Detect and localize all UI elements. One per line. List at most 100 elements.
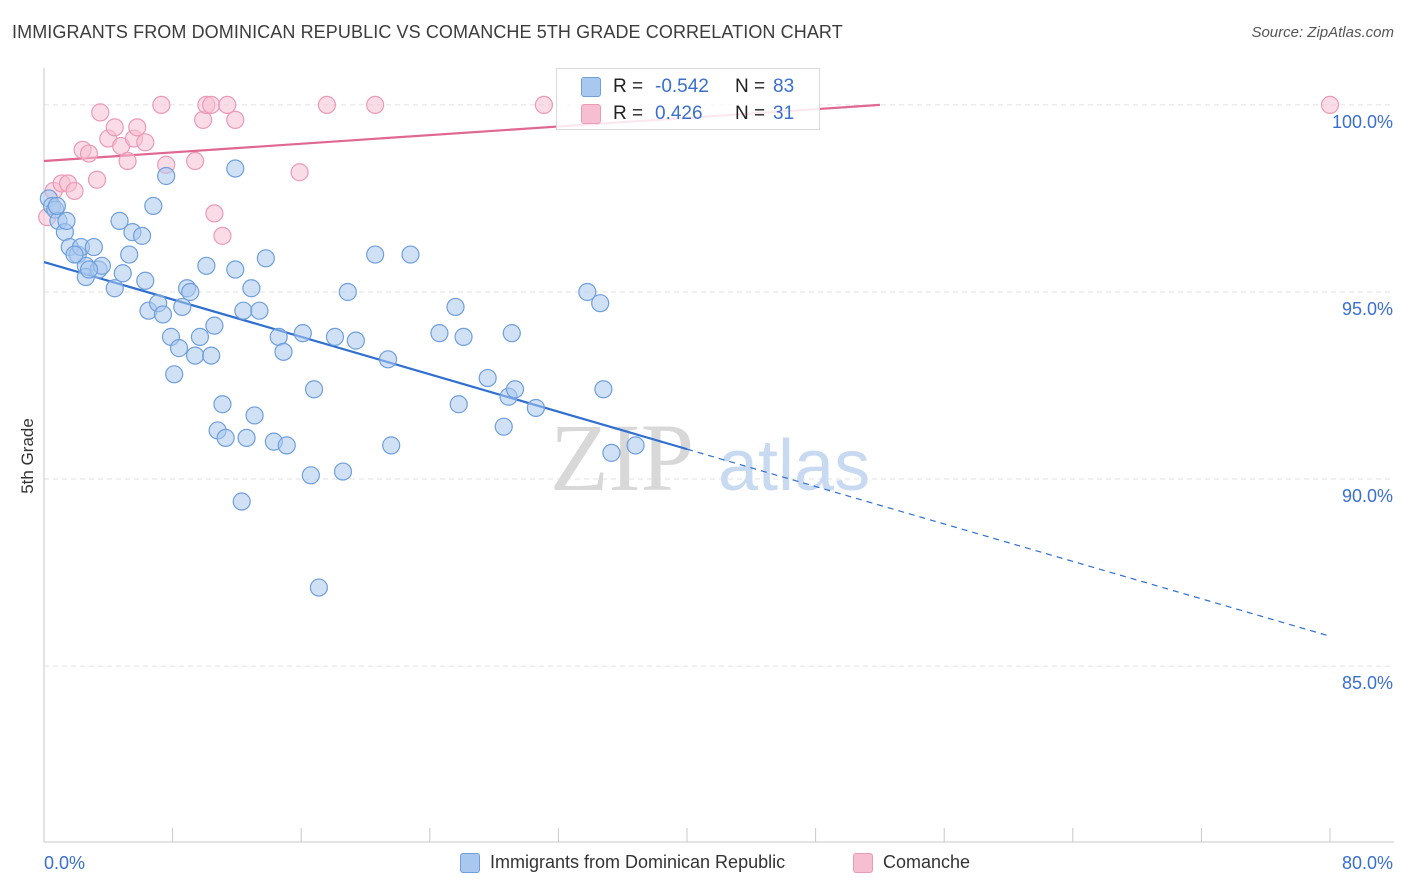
blue-point xyxy=(120,245,139,264)
r-value: 0.426 xyxy=(655,103,703,124)
blue-point xyxy=(325,327,345,346)
blue-point xyxy=(226,159,245,178)
blue-point xyxy=(226,260,245,279)
r-label: R = xyxy=(613,103,644,124)
blue-point xyxy=(449,395,468,414)
blue-point xyxy=(173,297,192,317)
blue-point xyxy=(136,271,155,290)
pink-point xyxy=(534,95,554,114)
blue-point xyxy=(602,443,621,462)
blue-point xyxy=(333,462,353,481)
legend-label: Comanche xyxy=(883,852,971,872)
blue-point xyxy=(110,211,129,230)
pink-swatch xyxy=(853,852,873,873)
blue-point xyxy=(234,301,253,320)
pink-point xyxy=(128,118,147,137)
watermark-atlas: atlas xyxy=(718,426,870,506)
blue-point xyxy=(216,428,235,448)
pink-point xyxy=(65,181,84,201)
chart-title: IMMIGRANTS FROM DOMINICAN REPUBLIC VS CO… xyxy=(12,22,843,42)
blue-point xyxy=(401,245,420,264)
blue-point xyxy=(197,256,216,275)
blue-point xyxy=(250,301,269,320)
axes xyxy=(43,68,1394,843)
blue-point xyxy=(626,436,645,455)
legend-item-dominican: Immigrants from Dominican Republic xyxy=(460,852,785,873)
blue-point xyxy=(157,166,176,186)
blue-point xyxy=(132,226,152,245)
blue-point xyxy=(242,279,261,298)
pink-point xyxy=(213,226,232,245)
blue-point xyxy=(338,282,357,302)
blue-point xyxy=(213,395,232,414)
blue-point xyxy=(232,492,251,511)
pink-point xyxy=(136,133,155,152)
r-value: -0.542 xyxy=(655,76,709,97)
pink-point xyxy=(317,95,337,114)
blue-point xyxy=(113,264,132,283)
blue-point xyxy=(144,196,163,216)
blue-point xyxy=(430,324,449,343)
blue-point xyxy=(382,436,401,455)
r-label: R = xyxy=(613,76,644,97)
pink-point xyxy=(186,151,205,171)
bottom-legend: Immigrants from Dominican Republic Coman… xyxy=(0,852,1406,878)
blue-point xyxy=(79,260,99,279)
y-tick-label: 100.0% xyxy=(1332,112,1393,132)
pink-point xyxy=(194,110,213,129)
legend-item-comanche: Comanche xyxy=(853,852,970,873)
blue-swatch xyxy=(581,77,601,97)
blue-point xyxy=(186,346,205,365)
blue-trend-line xyxy=(43,260,688,451)
blue-point xyxy=(202,346,221,365)
pink-point xyxy=(105,118,124,137)
blue-point xyxy=(454,327,473,346)
blue-point xyxy=(301,466,320,485)
y-tick-labels: 100.0% 95.0% 90.0% 85.0% xyxy=(1332,112,1393,693)
blue-point xyxy=(478,368,497,388)
x-tick-labels: 0.0% 80.0% xyxy=(44,853,1393,873)
x-tick-label: 0.0% xyxy=(44,853,85,873)
y-tick-label: 95.0% xyxy=(1342,299,1393,319)
blue-swatch xyxy=(460,852,480,873)
data-points xyxy=(38,95,1340,597)
watermark-zip: ZIP xyxy=(550,404,694,511)
correlation-legend: R = -0.542 N = 83 R = 0.426 N = 31 xyxy=(556,68,820,130)
pink-point xyxy=(226,110,245,129)
blue-point xyxy=(366,245,385,264)
blue-point xyxy=(169,339,189,358)
blue-point xyxy=(205,316,224,335)
blue-point xyxy=(190,327,210,346)
pink-point xyxy=(87,170,107,189)
pink-point xyxy=(79,144,99,163)
blue-trend-extension xyxy=(686,448,1331,637)
blue-point xyxy=(274,342,293,361)
pink-point xyxy=(152,95,171,114)
pink-point xyxy=(366,95,385,114)
blue-point xyxy=(446,297,465,317)
legend-label: Immigrants from Dominican Republic xyxy=(490,852,786,872)
blue-point xyxy=(256,249,275,268)
n-value: 83 xyxy=(773,76,795,97)
blue-point xyxy=(578,282,597,302)
blue-point xyxy=(237,428,256,448)
blue-point xyxy=(505,380,525,399)
blue-point xyxy=(594,380,613,399)
blue-point xyxy=(304,380,324,399)
grid-lines xyxy=(44,104,1394,667)
blue-point xyxy=(309,578,328,597)
pink-swatch xyxy=(581,104,601,124)
pink-point xyxy=(1320,95,1340,114)
pink-point xyxy=(202,95,221,114)
blue-point xyxy=(245,406,264,425)
n-value: 31 xyxy=(773,103,795,124)
n-label: N = xyxy=(735,103,766,124)
blue-point xyxy=(57,211,76,230)
blue-point xyxy=(494,417,513,436)
blue-point xyxy=(84,237,103,257)
pink-point xyxy=(218,95,237,114)
trend-lines xyxy=(43,103,1331,637)
x-tick-label: 80.0% xyxy=(1342,853,1393,873)
blue-point xyxy=(346,331,365,350)
